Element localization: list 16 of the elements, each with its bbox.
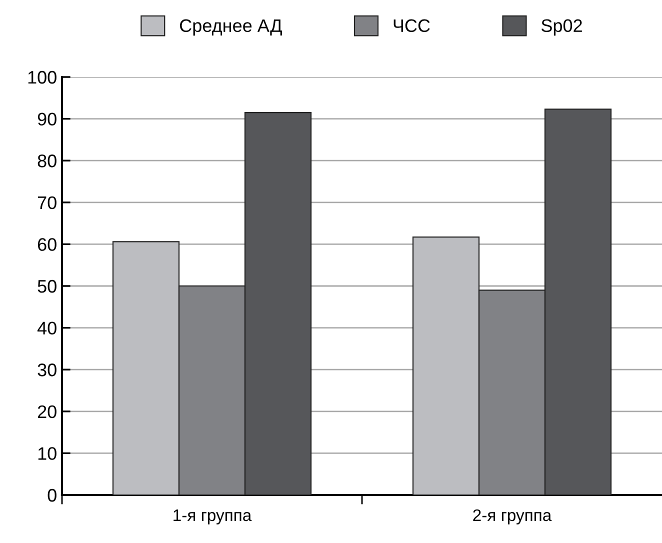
legend-label: Sp02 [541, 19, 582, 36]
y-tick-label: 60 [38, 238, 56, 251]
legend-label: Среднее АД [180, 19, 282, 36]
y-tick-label: 10 [38, 447, 56, 460]
y-tick-label: 100 [28, 70, 56, 84]
y-tick-label: 20 [38, 405, 56, 418]
y-tick-label: 0 [48, 488, 56, 502]
x-tick-label: 1-я группа [174, 510, 252, 524]
y-tick-label: 80 [38, 154, 56, 168]
legend-label: ЧСС [394, 19, 430, 32]
y-tick-label: 30 [38, 364, 56, 376]
y-tick-label: 70 [38, 196, 56, 210]
y-tick-label: 40 [37, 322, 56, 335]
y-tick-label: 90 [38, 112, 56, 126]
x-tick-label: 2-я группа [473, 509, 552, 524]
y-tick-label: 50 [38, 280, 56, 293]
